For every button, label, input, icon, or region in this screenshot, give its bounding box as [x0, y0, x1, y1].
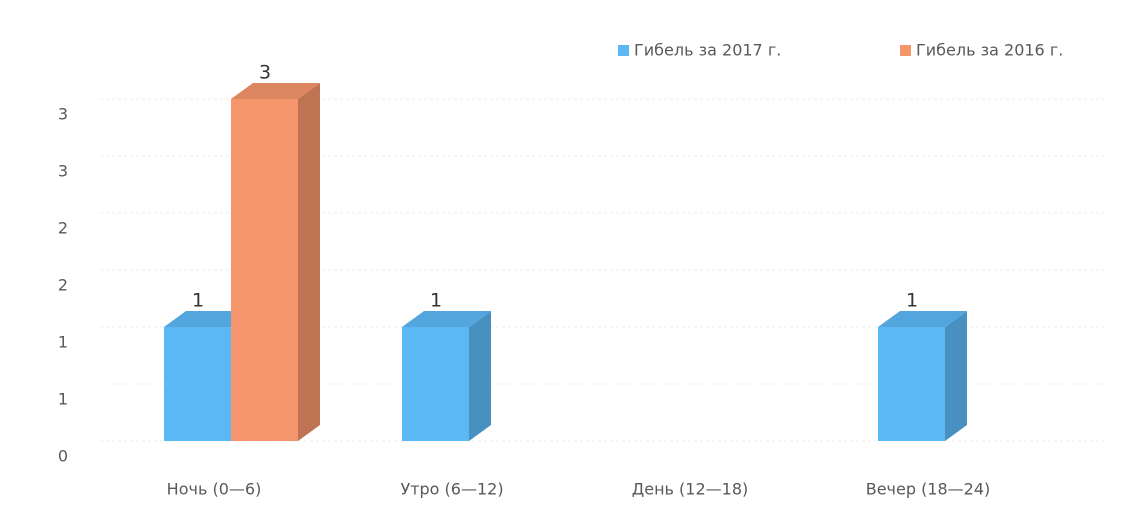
- y-tick-label: 3: [58, 105, 68, 124]
- bar-side: [298, 83, 320, 441]
- bar: [402, 311, 491, 441]
- y-tick-label: 3: [58, 162, 68, 181]
- bar: [231, 83, 320, 441]
- data-label: 1: [430, 290, 442, 312]
- data-label: 1: [906, 290, 918, 312]
- bar-top: [878, 311, 967, 327]
- bar-front: [878, 327, 945, 441]
- x-tick-label: Утро (6—12): [400, 480, 503, 499]
- x-tick-label: День (12—18): [632, 480, 749, 499]
- bar: [878, 311, 967, 441]
- x-tick-label: Ночь (0—6): [167, 480, 262, 499]
- y-tick-label: 2: [58, 219, 68, 238]
- legend-label: Гибель за 2017 г.: [634, 41, 781, 60]
- bar-side: [945, 311, 967, 441]
- x-tick-label: Вечер (18—24): [866, 480, 991, 499]
- bar-front: [164, 327, 231, 441]
- y-tick-label: 2: [58, 276, 68, 295]
- y-tick-label: 1: [58, 390, 68, 409]
- data-label: 1: [192, 290, 204, 312]
- bar-side: [469, 311, 491, 441]
- bar-top: [402, 311, 491, 327]
- legend-swatch: [618, 45, 629, 56]
- legend-label: Гибель за 2016 г.: [916, 41, 1063, 60]
- bar-top: [231, 83, 320, 99]
- bar-front: [231, 99, 298, 441]
- y-tick-label: 1: [58, 333, 68, 352]
- bar-top: [164, 311, 253, 327]
- legend-swatch: [900, 45, 911, 56]
- bar-front: [402, 327, 469, 441]
- y-tick-label: 0: [58, 447, 68, 466]
- data-label: 3: [259, 62, 271, 84]
